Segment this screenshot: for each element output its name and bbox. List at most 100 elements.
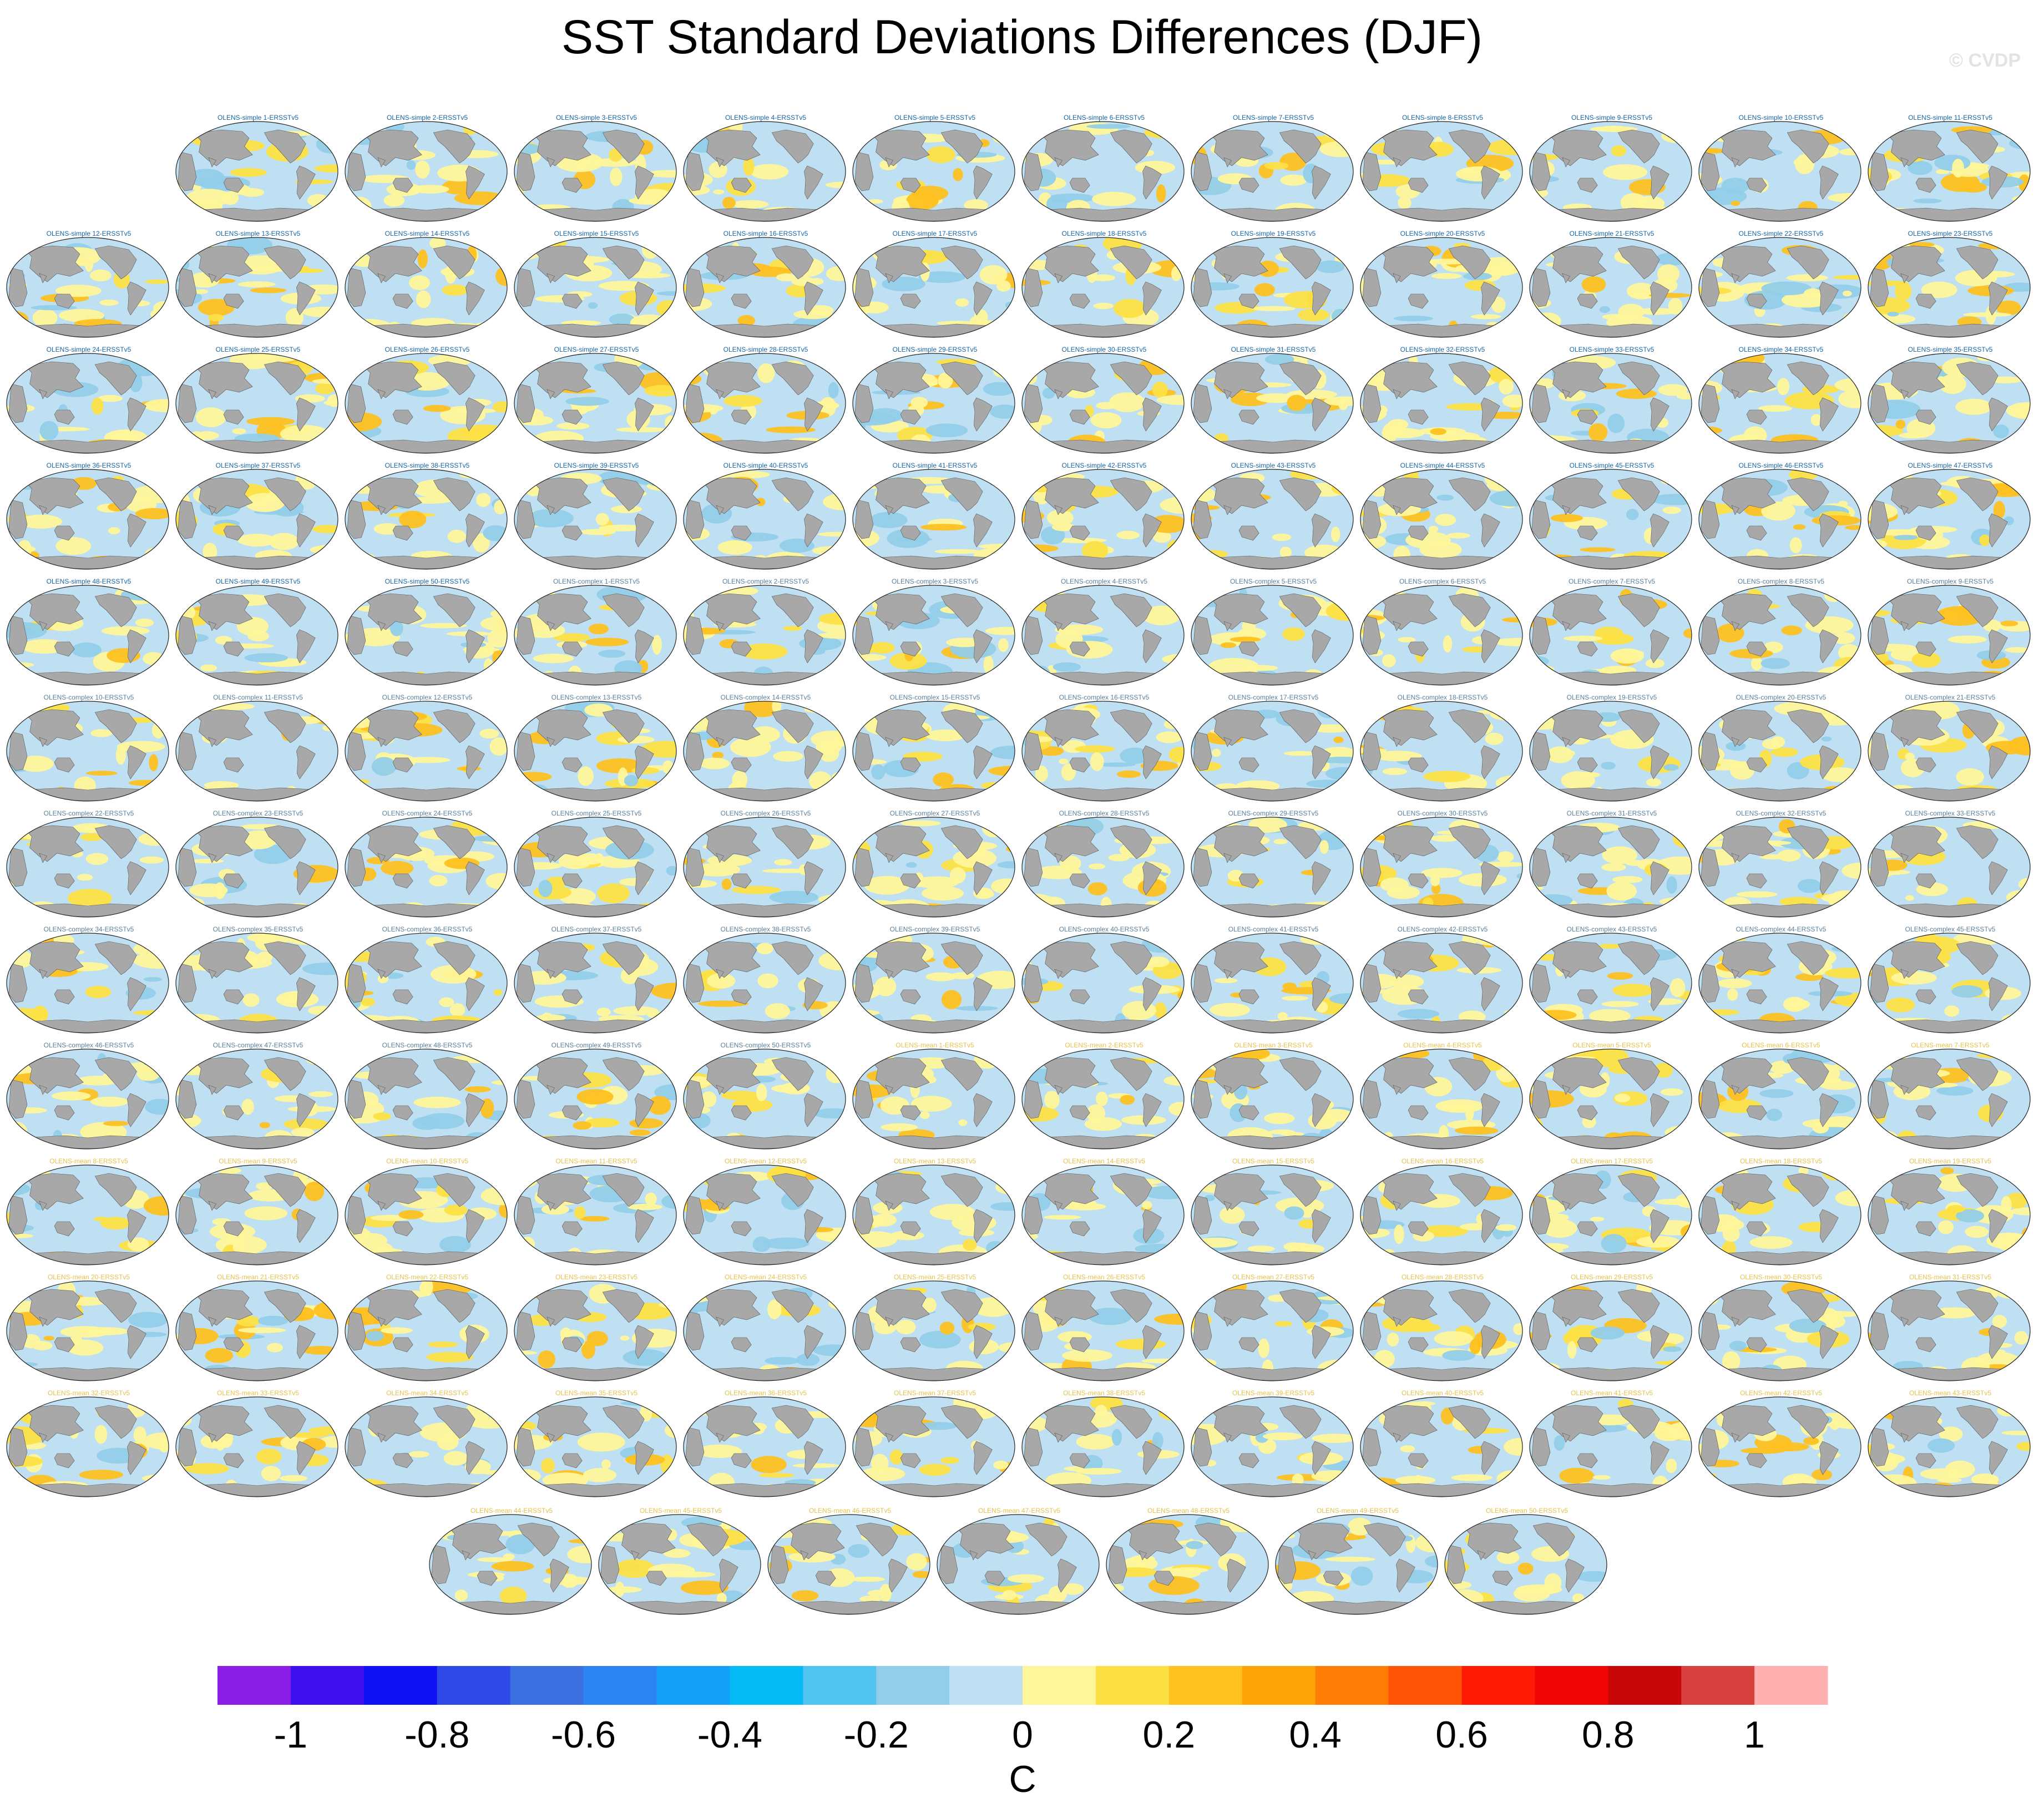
world-map <box>1191 1396 1354 1497</box>
world-map <box>852 933 1015 1034</box>
map-panel: OLENS-complex 33-ERSSTv5 <box>1867 809 2033 926</box>
map-panel: OLENS-mean 30-ERSSTv5 <box>1698 1273 1864 1390</box>
panel-title: OLENS-simple 9-ERSSTv5 <box>1571 114 1653 121</box>
map-panel: OLENS-simple 38-ERSSTv5 <box>344 462 510 578</box>
map-panel: OLENS-mean 22-ERSSTv5 <box>344 1273 510 1390</box>
panel-title: OLENS-mean 3-ERSSTv5 <box>1234 1041 1313 1049</box>
panel-title: OLENS-mean 34-ERSSTv5 <box>386 1389 469 1397</box>
panel-title: OLENS-complex 33-ERSSTv5 <box>1905 809 1996 817</box>
map-panel: OLENS-simple 36-ERSSTv5 <box>6 462 172 578</box>
panel-title: OLENS-mean 21-ERSSTv5 <box>216 1273 300 1281</box>
map-panel: OLENS-complex 42-ERSSTv5 <box>1359 925 1526 1042</box>
world-map <box>175 469 338 570</box>
world-map <box>6 933 169 1034</box>
map-panel: OLENS-mean 45-ERSSTv5 <box>598 1507 764 1623</box>
panel-title: OLENS-mean 36-ERSSTv5 <box>724 1389 807 1397</box>
world-map <box>1868 1396 2031 1497</box>
map-panel: OLENS-complex 14-ERSSTv5 <box>682 693 849 810</box>
panel-title: OLENS-complex 20-ERSSTv5 <box>1736 693 1827 701</box>
world-map <box>1698 1164 1861 1265</box>
map-panel: OLENS-simple 49-ERSSTv5 <box>175 578 341 694</box>
world-map <box>852 817 1015 918</box>
panel-title: OLENS-mean 43-ERSSTv5 <box>1909 1389 1992 1397</box>
panel-title: OLENS-simple 22-ERSSTv5 <box>1738 230 1824 237</box>
panel-title: OLENS-mean 32-ERSSTv5 <box>47 1389 130 1397</box>
world-map <box>345 1049 508 1149</box>
panel-title: OLENS-mean 16-ERSSTv5 <box>1401 1157 1484 1165</box>
panel-title: OLENS-simple 24-ERSSTv5 <box>46 346 131 353</box>
panel-title: OLENS-complex 27-ERSSTv5 <box>889 809 980 817</box>
map-panel: OLENS-simple 9-ERSSTv5 <box>1529 114 1695 230</box>
world-map <box>175 1164 338 1265</box>
panel-title: OLENS-mean 38-ERSSTv5 <box>1063 1389 1146 1397</box>
panel-title: OLENS-simple 40-ERSSTv5 <box>723 462 808 469</box>
panel-title: OLENS-complex 42-ERSSTv5 <box>1397 925 1488 933</box>
map-panel: OLENS-mean 33-ERSSTv5 <box>175 1389 341 1506</box>
world-map <box>1868 237 2031 338</box>
map-panel: OLENS-complex 22-ERSSTv5 <box>6 809 172 926</box>
panel-title: OLENS-mean 7-ERSSTv5 <box>1911 1041 1990 1049</box>
map-panel: OLENS-simple 28-ERSSTv5 <box>682 346 849 462</box>
map-panel: OLENS-mean 20-ERSSTv5 <box>6 1273 172 1390</box>
world-map <box>1360 701 1523 802</box>
world-map <box>1529 353 1692 454</box>
panel-title: OLENS-mean 41-ERSSTv5 <box>1570 1389 1653 1397</box>
world-map <box>937 1514 1100 1615</box>
world-map <box>852 1164 1015 1265</box>
chart-title: SST Standard Deviations Differences (DJF… <box>561 11 1483 64</box>
map-panel: OLENS-simple 16-ERSSTv5 <box>682 230 849 346</box>
world-map <box>514 237 677 338</box>
panel-title: OLENS-simple 7-ERSSTv5 <box>1232 114 1314 121</box>
panel-title: OLENS-mean 24-ERSSTv5 <box>724 1273 807 1281</box>
world-map <box>345 237 508 338</box>
map-panel: OLENS-complex 2-ERSSTv5 <box>682 578 849 694</box>
map-panel: OLENS-simple 29-ERSSTv5 <box>852 346 1018 462</box>
world-map <box>1698 1049 1861 1149</box>
map-panel: OLENS-simple 2-ERSSTv5 <box>344 114 510 230</box>
world-map <box>6 701 169 802</box>
world-map <box>852 237 1015 338</box>
panel-title: OLENS-mean 31-ERSSTv5 <box>1909 1273 1992 1281</box>
world-map <box>6 353 169 454</box>
map-panel: OLENS-complex 9-ERSSTv5 <box>1867 578 2033 694</box>
panel-title: OLENS-complex 48-ERSSTv5 <box>382 1041 473 1049</box>
panel-title: OLENS-complex 39-ERSSTv5 <box>889 925 980 933</box>
panel-title: OLENS-complex 7-ERSSTv5 <box>1568 578 1656 585</box>
world-map <box>1191 469 1354 570</box>
world-map <box>6 1049 169 1149</box>
world-map <box>345 933 508 1034</box>
map-panel: OLENS-complex 7-ERSSTv5 <box>1529 578 1695 694</box>
panel-title: OLENS-simple 17-ERSSTv5 <box>892 230 978 237</box>
panel-title: OLENS-mean 2-ERSSTv5 <box>1065 1041 1144 1049</box>
map-panel: OLENS-simple 45-ERSSTv5 <box>1529 462 1695 578</box>
world-map <box>1868 121 2031 222</box>
world-map <box>683 469 846 570</box>
map-panel: OLENS-complex 49-ERSSTv5 <box>513 1041 680 1158</box>
map-panel: OLENS-simple 1-ERSSTv5 <box>175 114 341 230</box>
credit-watermark: © CVDP <box>1949 50 2021 71</box>
world-map <box>683 701 846 802</box>
world-map <box>1021 1049 1185 1149</box>
map-panel: OLENS-mean 44-ERSSTv5 <box>428 1507 595 1623</box>
map-panel: OLENS-complex 28-ERSSTv5 <box>1021 809 1187 926</box>
world-map <box>683 1164 846 1265</box>
map-panel: OLENS-simple 5-ERSSTv5 <box>852 114 1018 230</box>
map-panel: OLENS-complex 38-ERSSTv5 <box>682 925 849 1042</box>
world-map <box>1698 817 1861 918</box>
world-map <box>1360 1164 1523 1265</box>
world-map <box>175 933 338 1034</box>
map-panel: OLENS-complex 17-ERSSTv5 <box>1190 693 1357 810</box>
map-panel: OLENS-mean 31-ERSSTv5 <box>1867 1273 2033 1390</box>
map-panel: OLENS-mean 29-ERSSTv5 <box>1529 1273 1695 1390</box>
panel-title: OLENS-simple 37-ERSSTv5 <box>215 462 301 469</box>
panel-title: OLENS-complex 16-ERSSTv5 <box>1059 693 1150 701</box>
panel-title: OLENS-mean 5-ERSSTv5 <box>1572 1041 1651 1049</box>
map-panel: OLENS-mean 8-ERSSTv5 <box>6 1157 172 1274</box>
panel-title: OLENS-mean 9-ERSSTv5 <box>219 1157 297 1165</box>
world-map <box>683 353 846 454</box>
map-panel: OLENS-simple 3-ERSSTv5 <box>513 114 680 230</box>
panel-title: OLENS-complex 8-ERSSTv5 <box>1737 578 1825 585</box>
world-map <box>1529 1280 1692 1381</box>
panel-title: OLENS-mean 26-ERSSTv5 <box>1063 1273 1146 1281</box>
